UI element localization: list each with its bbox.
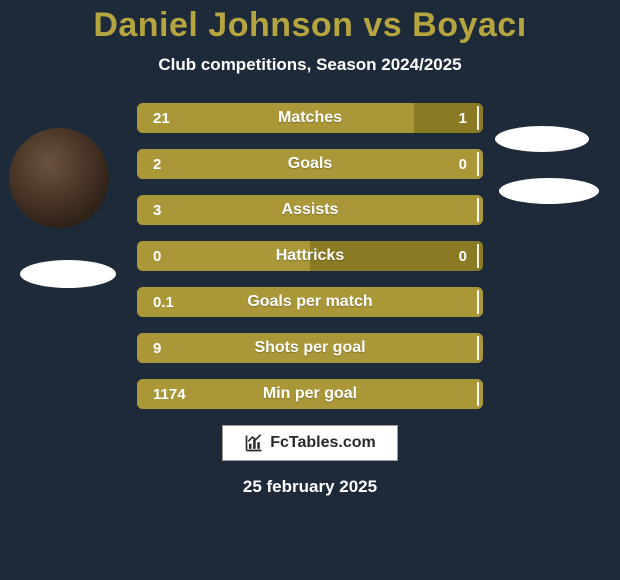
stat-label: Shots per goal [137,333,483,363]
stat-label: Hattricks [137,241,483,271]
stat-row: 211Matches [137,103,483,133]
player-b-ellipse-1 [495,126,589,152]
stat-label: Assists [137,195,483,225]
stat-row: 9Shots per goal [137,333,483,363]
stat-row: 0.1Goals per match [137,287,483,317]
page-title: Daniel Johnson vs Boyacı [0,0,620,45]
stat-label: Min per goal [137,379,483,409]
stat-row: 3Assists [137,195,483,225]
stat-row: 00Hattricks [137,241,483,271]
stat-row: 1174Min per goal [137,379,483,409]
date-text: 25 february 2025 [0,477,620,497]
fctables-logo-text: FcTables.com [270,434,376,452]
player-b-ellipse-2 [499,178,599,204]
subtitle: Club competitions, Season 2024/2025 [0,55,620,75]
player-a-ellipse [20,260,116,288]
player-a-avatar [9,128,109,228]
stat-row: 20Goals [137,149,483,179]
stat-label: Goals per match [137,287,483,317]
bar-chart-icon [244,433,264,453]
page-root: Daniel Johnson vs Boyacı Club competitio… [0,0,620,580]
stat-label: Goals [137,149,483,179]
fctables-logo[interactable]: FcTables.com [222,425,398,461]
stat-label: Matches [137,103,483,133]
